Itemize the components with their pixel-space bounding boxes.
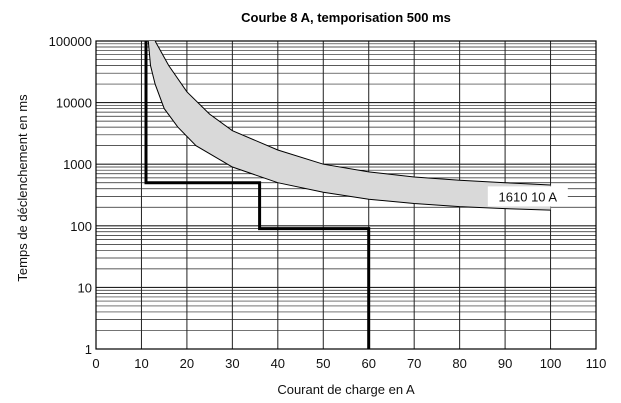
y-tick-label: 10000 (56, 96, 92, 111)
y-tick-label: 100000 (49, 34, 92, 49)
y-axis-label: Temps de déclenchement en ms (15, 94, 30, 282)
x-tick-label: 40 (271, 356, 285, 371)
y-tick-label: 1 (85, 342, 92, 357)
x-tick-label: 20 (180, 356, 194, 371)
annotation-label: 1610 10 A (499, 189, 558, 204)
x-tick-label: 30 (225, 356, 239, 371)
grid-minor (96, 43, 596, 331)
band-upper-line (154, 40, 551, 186)
x-tick-label: 80 (452, 356, 466, 371)
x-tick-label: 50 (316, 356, 330, 371)
y-tick-labels: 1 10 100 1000 10000 100000 (49, 34, 92, 357)
chart-title: Courbe 8 A, temporisation 500 ms (241, 10, 451, 25)
x-tick-label: 0 (92, 356, 99, 371)
tolerance-band (147, 40, 551, 211)
x-tick-label: 10 (134, 356, 148, 371)
y-tick-label: 10 (78, 280, 92, 295)
x-tick-label: 110 (586, 356, 607, 371)
band-lower-line (147, 40, 551, 211)
x-tick-label: 60 (361, 356, 375, 371)
y-tick-label: 100 (70, 219, 92, 234)
x-tick-label: 70 (407, 356, 421, 371)
x-tick-labels: 0 10 20 30 40 50 60 70 80 90 100 110 (92, 356, 606, 371)
grid-major (95, 40, 597, 350)
plot-frame (95, 40, 597, 350)
band-area (148, 41, 551, 211)
series-lines (144, 41, 371, 349)
annotations: 1610 10 A (487, 186, 568, 207)
x-axis-label: Courant de charge en A (277, 382, 415, 397)
annotation-box (487, 186, 568, 207)
trip-curve-line (144, 41, 371, 349)
y-tick-label: 1000 (63, 157, 92, 172)
x-tick-label: 90 (498, 356, 512, 371)
x-tick-label: 100 (540, 356, 562, 371)
